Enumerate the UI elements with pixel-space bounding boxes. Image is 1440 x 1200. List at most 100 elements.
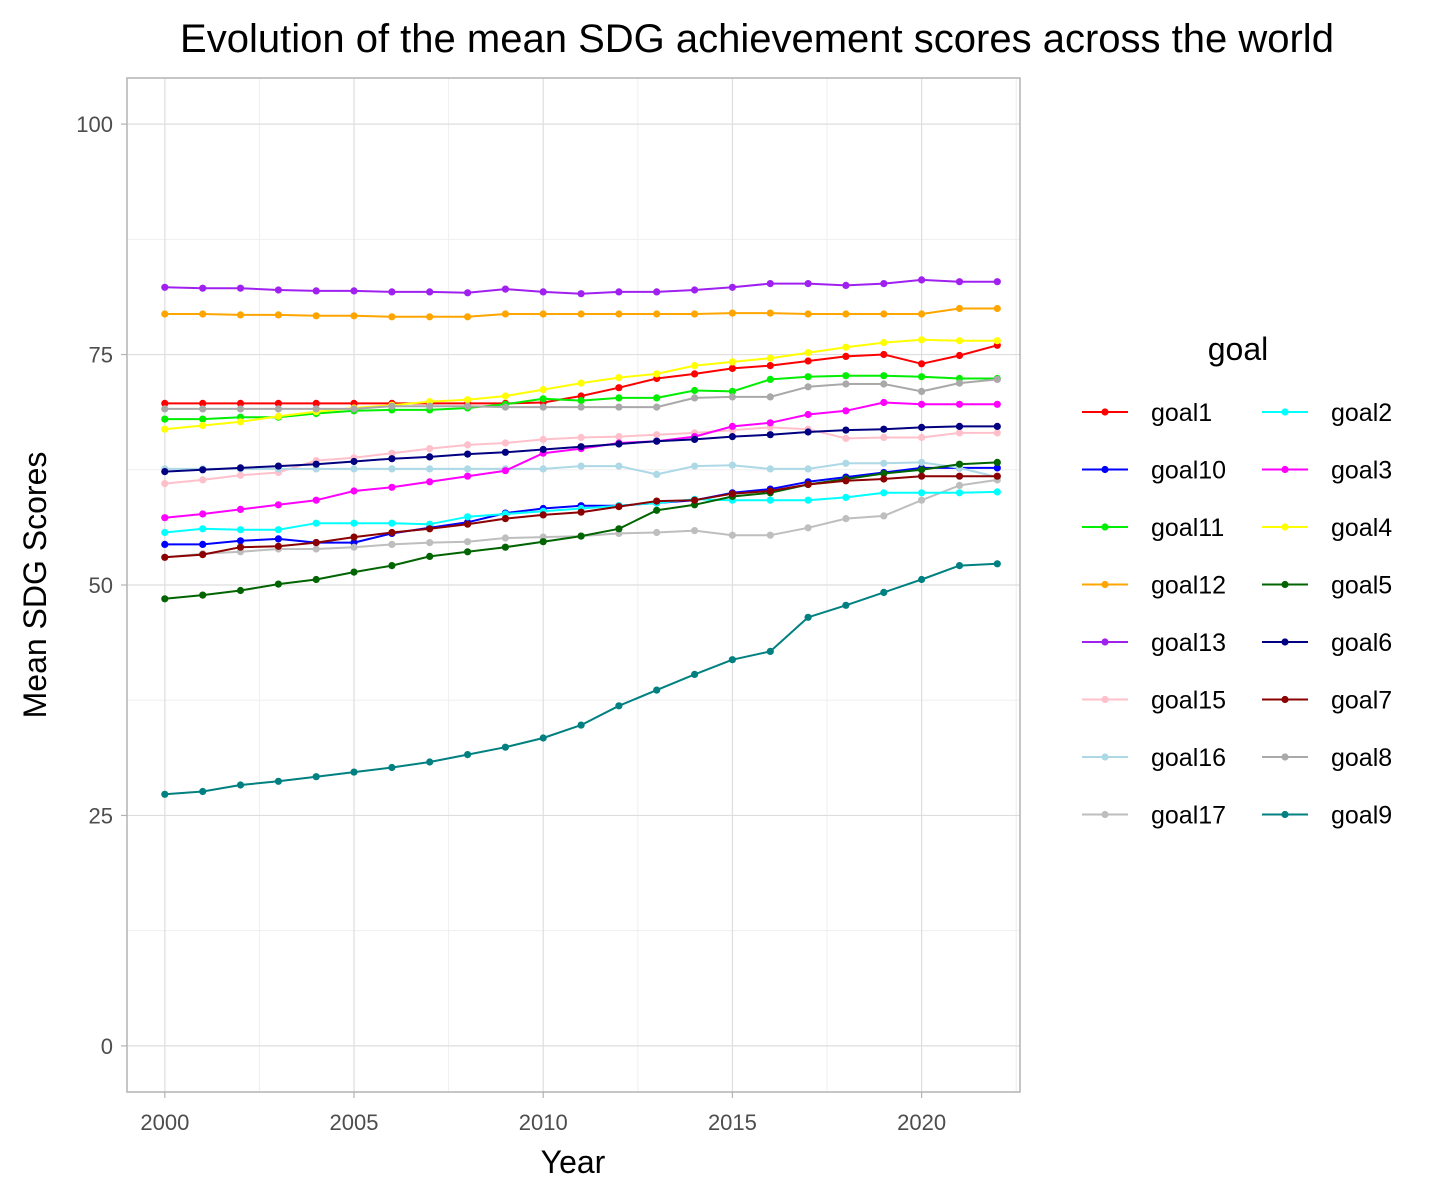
data-point-goal17 [312,545,320,553]
data-point-goal1 [880,350,888,359]
data-point-goal6 [766,431,774,439]
data-point-goal15 [653,431,661,439]
x-tick-label: 2020 [897,1110,946,1135]
data-point-goal3 [728,422,737,430]
data-point-goal9 [993,560,1001,568]
data-point-goal4 [993,337,1001,345]
data-point-goal9 [199,787,207,796]
legend-label: goal12 [1151,572,1226,600]
data-point-goal13 [274,286,282,294]
data-point-goal11 [615,394,623,402]
legend-label: goal17 [1151,802,1226,830]
data-point-goal12 [464,313,472,321]
series-goal7 [161,472,1001,561]
data-point-goal5 [880,469,888,478]
data-point-goal16 [880,459,888,467]
data-point-goal11 [691,386,699,395]
data-point-goal15 [880,433,888,442]
data-point-goal1 [312,399,320,407]
data-point-goal3 [501,467,509,475]
data-point-goal17 [804,524,812,532]
data-point-goal15 [577,433,585,442]
data-point-goal17 [426,539,434,547]
data-point-goal5 [653,506,661,514]
data-point-goal7 [804,480,812,489]
data-point-goal8 [501,403,509,411]
data-point-goal7 [426,525,434,533]
legend-item-goal1: goal1 [1082,399,1212,427]
data-point-goal2 [993,488,1001,496]
series-goal8 [161,375,1001,413]
data-point-goal4 [236,418,245,426]
data-point-goal8 [691,394,699,402]
data-point-goal3 [350,487,358,495]
data-point-goal8 [918,387,926,395]
legend-key-point [1101,408,1109,416]
legend-label: goal9 [1331,802,1392,830]
data-point-goal8 [615,403,623,411]
data-point-goal7 [539,511,547,519]
data-point-goal15 [539,435,547,443]
data-point-goal7 [728,490,737,498]
data-point-goal15 [426,445,434,453]
data-point-goal5 [199,591,207,599]
data-point-goal16 [577,462,585,470]
legend-item-goal17: goal17 [1082,802,1226,830]
data-point-goal7 [350,533,358,541]
data-point-goal15 [161,480,169,488]
data-point-goal5 [161,595,169,603]
data-point-goal13 [918,276,926,284]
data-point-goal8 [236,405,245,413]
data-point-goal12 [766,309,774,317]
x-tick-label: 2005 [330,1110,379,1135]
x-tick-label: 2010 [519,1110,568,1135]
data-point-goal2 [842,493,850,501]
data-point-goal13 [501,285,509,293]
legend-label: goal16 [1151,744,1226,772]
data-point-goal5 [993,458,1001,466]
data-point-goal15 [199,476,207,484]
x-tick-label: 2000 [140,1110,189,1135]
data-point-goal16 [350,465,358,473]
data-point-goal13 [312,287,320,295]
data-point-goal7 [274,542,282,550]
legend-item-goal12: goal12 [1082,572,1226,600]
data-point-goal11 [766,375,774,383]
data-point-goal12 [350,312,358,320]
data-point-goal13 [464,289,472,297]
data-point-goal17 [955,481,964,489]
data-point-goal3 [842,407,850,415]
data-point-goal9 [918,575,926,584]
data-point-goal9 [955,562,964,570]
data-point-goal7 [464,520,472,528]
data-point-goal4 [199,421,207,430]
data-point-goal17 [388,540,396,549]
data-point-goal8 [539,403,547,411]
y-tick-label: 100 [76,112,113,137]
data-point-goal7 [199,551,207,559]
data-point-goal16 [804,465,812,473]
data-point-goal16 [539,465,547,473]
data-point-goal4 [653,370,661,378]
legend-key-point [1281,695,1289,704]
data-point-goal17 [728,531,737,539]
data-point-goal12 [426,313,434,321]
data-point-goal9 [577,721,585,729]
data-point-goal9 [464,751,472,759]
data-point-goal1 [274,399,282,407]
data-point-goal13 [236,284,245,292]
data-point-goal15 [388,449,396,457]
data-point-goal1 [199,399,207,407]
data-point-goal12 [653,310,661,318]
data-point-goal5 [426,552,434,561]
data-point-goal12 [691,310,699,318]
data-point-goal6 [199,466,207,474]
data-point-goal1 [918,360,926,368]
data-point-goal13 [426,288,434,296]
data-point-goal9 [880,588,888,597]
data-point-goal7 [691,496,699,504]
data-point-goal15 [955,429,964,437]
data-point-goal7 [766,487,774,495]
data-point-goal4 [464,396,472,404]
series-goal13 [161,276,1001,298]
